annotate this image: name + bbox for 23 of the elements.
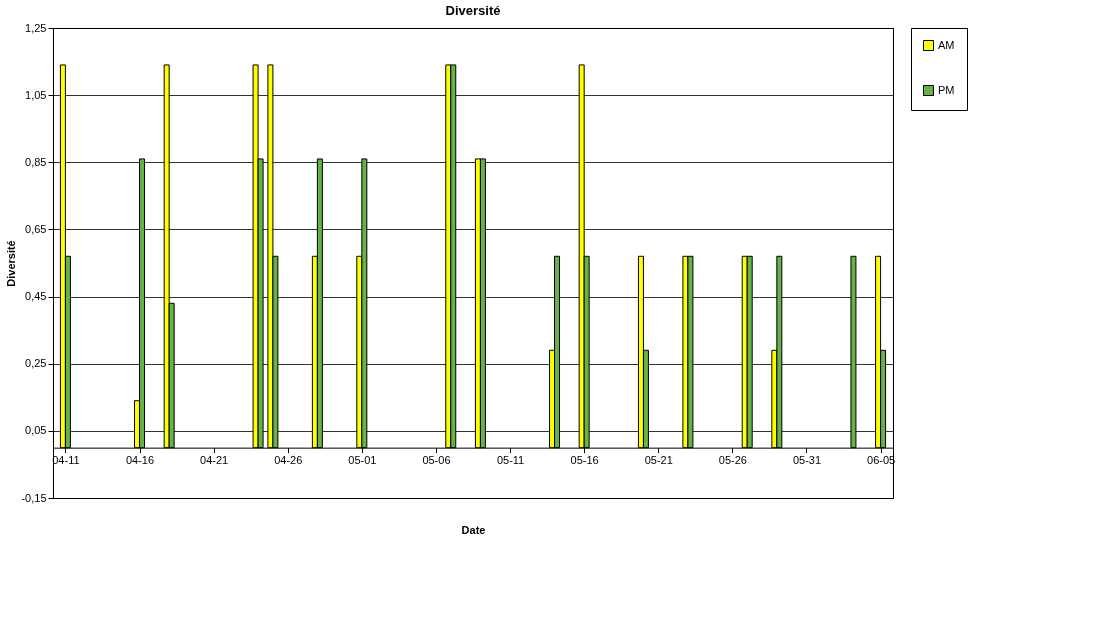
x-tick-label: 05-11	[496, 454, 525, 467]
x-tick-label: 05-16	[570, 454, 599, 467]
y-axis-title: Diversité	[5, 240, 18, 287]
y-tick-label: 1,25	[25, 21, 47, 34]
x-tick-label: 04-16	[125, 454, 155, 467]
y-tick-label: 1,05	[25, 88, 47, 101]
x-tick-label: 05-31	[792, 454, 822, 467]
y-tick-label: 0,85	[25, 155, 47, 168]
legend-label: PM	[938, 83, 955, 96]
y-tick-label: -0,15	[21, 491, 47, 504]
x-tick-label: 05-06	[422, 454, 451, 467]
x-tick-label: 04-26	[274, 454, 303, 467]
x-tick-label: 04-21	[200, 454, 229, 467]
x-tick-label: 05-21	[644, 454, 673, 467]
chart-title: Diversité	[445, 3, 501, 18]
legend-label: AM	[938, 38, 955, 51]
y-tick-label: 0,45	[25, 290, 47, 303]
x-tick-label: 05-01	[348, 454, 377, 467]
y-tick-label: 0,05	[25, 424, 47, 437]
x-tick-label: 05-26	[718, 454, 747, 467]
y-tick-label: 0,65	[25, 222, 47, 235]
x-axis-title: Date	[461, 523, 486, 536]
y-tick-label: 0,25	[25, 357, 47, 370]
